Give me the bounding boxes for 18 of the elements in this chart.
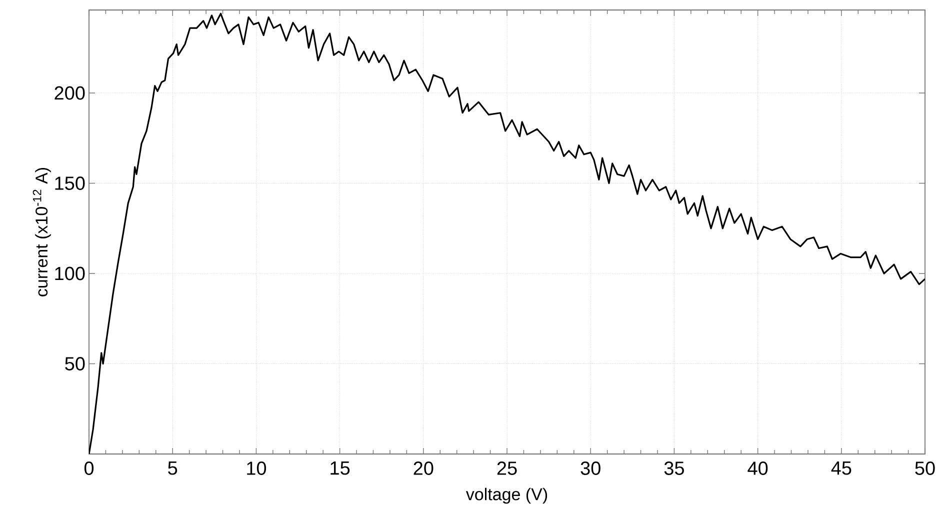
- y-tick-label: 150: [55, 176, 85, 190]
- y-tick-label: 100: [55, 266, 85, 280]
- x-tick-label: 10: [247, 462, 266, 475]
- line-series: [89, 12, 926, 454]
- x-tick-label: 25: [497, 462, 517, 475]
- x-tick-label: 5: [168, 462, 178, 475]
- x-tick-label: 40: [748, 462, 768, 475]
- x-tick-label: 0: [84, 462, 94, 475]
- y-tick-label: 50: [65, 357, 85, 370]
- x-tick-label: 15: [330, 462, 350, 475]
- x-axis-title: voltage (V): [466, 488, 548, 504]
- y-tick-label: 200: [54, 86, 85, 100]
- x-tick-label: 35: [664, 462, 684, 475]
- x-tick-label: 45: [831, 462, 852, 475]
- x-tick-label: 30: [580, 462, 600, 475]
- x-tick-label: 50: [915, 462, 935, 475]
- x-tick-label: 20: [414, 462, 434, 475]
- y-axis-title: current (x10$^{-12}$ A): [32, 168, 51, 296]
